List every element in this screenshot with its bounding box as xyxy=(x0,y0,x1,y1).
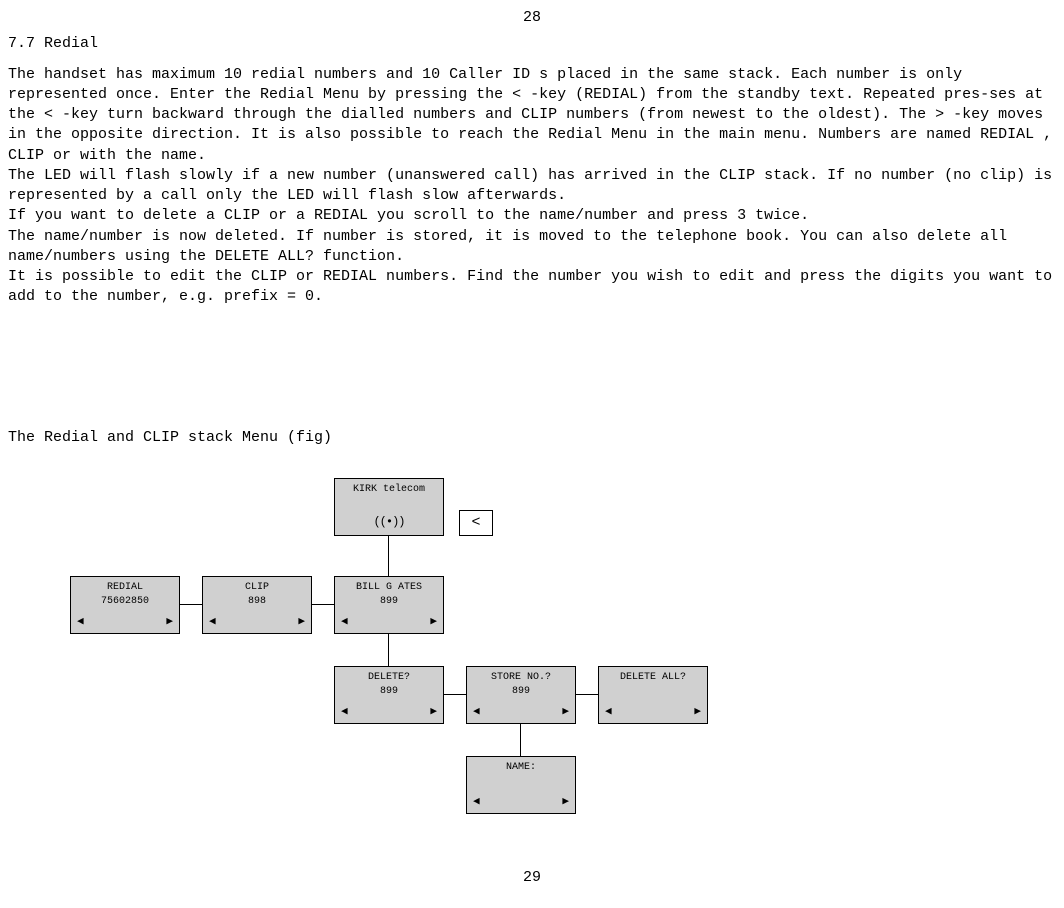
screen-kirk: KIRK telecom ((•)) xyxy=(334,478,444,536)
screen-clip: CLIP 898 ◀ ▶ xyxy=(202,576,312,634)
section-heading: 7.7 Redial xyxy=(8,34,1056,54)
right-arrow-icon: ▶ xyxy=(298,615,305,630)
screen-bill-gates: BILL G ATES 899 ◀ ▶ xyxy=(334,576,444,634)
left-arrow-icon: ◀ xyxy=(473,795,480,810)
page-number-bottom: 29 xyxy=(8,868,1056,888)
screen-line1: REDIAL xyxy=(71,581,179,595)
screen-line2: 898 xyxy=(203,595,311,609)
right-arrow-icon: ▶ xyxy=(430,705,437,720)
left-arrow-icon: ◀ xyxy=(605,705,612,720)
left-arrow-icon: ◀ xyxy=(473,705,480,720)
right-arrow-icon: ▶ xyxy=(562,705,569,720)
key-label: < xyxy=(471,514,480,531)
paragraph-3: If you want to delete a CLIP or a REDIAL… xyxy=(8,206,1056,226)
body-text: The handset has maximum 10 redial number… xyxy=(8,65,1056,308)
screen-line2: 899 xyxy=(335,685,443,699)
figure-title: The Redial and CLIP stack Menu (fig) xyxy=(8,428,1056,448)
paragraph-4: The name/number is now deleted. If numbe… xyxy=(8,227,1056,268)
screen-line2: 899 xyxy=(467,685,575,699)
screen-line2: 899 xyxy=(335,595,443,609)
left-arrow-icon: ◀ xyxy=(209,615,216,630)
less-than-key: < xyxy=(459,510,493,536)
connector xyxy=(180,604,202,605)
connector xyxy=(520,724,521,756)
screen-line1: DELETE ALL? xyxy=(599,671,707,685)
right-arrow-icon: ▶ xyxy=(430,615,437,630)
connector xyxy=(388,536,389,576)
screen-store-no: STORE NO.? 899 ◀ ▶ xyxy=(466,666,576,724)
connector xyxy=(576,694,598,695)
left-arrow-icon: ◀ xyxy=(341,705,348,720)
connector xyxy=(444,694,466,695)
screen-line1: STORE NO.? xyxy=(467,671,575,685)
screen-redial: REDIAL 75602850 ◀ ▶ xyxy=(70,576,180,634)
screen-name: NAME: ◀ ▶ xyxy=(466,756,576,814)
left-arrow-icon: ◀ xyxy=(341,615,348,630)
paragraph-1: The handset has maximum 10 redial number… xyxy=(8,65,1056,166)
screen-delete: DELETE? 899 ◀ ▶ xyxy=(334,666,444,724)
paragraph-5: It is possible to edit the CLIP or REDIA… xyxy=(8,267,1056,308)
connector xyxy=(388,634,389,666)
right-arrow-icon: ▶ xyxy=(562,795,569,810)
screen-line1: KIRK telecom xyxy=(335,483,443,497)
right-arrow-icon: ▶ xyxy=(694,705,701,720)
screen-line1: DELETE? xyxy=(335,671,443,685)
screen-line1: BILL G ATES xyxy=(335,581,443,595)
screen-line2: 75602850 xyxy=(71,595,179,609)
screen-line1: CLIP xyxy=(203,581,311,595)
right-arrow-icon: ▶ xyxy=(166,615,173,630)
menu-diagram: < KIRK telecom ((•)) REDIAL 75602850 ◀ ▶… xyxy=(8,478,1056,858)
antenna-icon: ((•)) xyxy=(335,514,443,530)
left-arrow-icon: ◀ xyxy=(77,615,84,630)
screen-line1: NAME: xyxy=(467,761,575,775)
page-number-top: 28 xyxy=(8,8,1056,28)
connector xyxy=(312,604,334,605)
screen-delete-all: DELETE ALL? ◀ ▶ xyxy=(598,666,708,724)
paragraph-2: The LED will flash slowly if a new numbe… xyxy=(8,166,1056,207)
